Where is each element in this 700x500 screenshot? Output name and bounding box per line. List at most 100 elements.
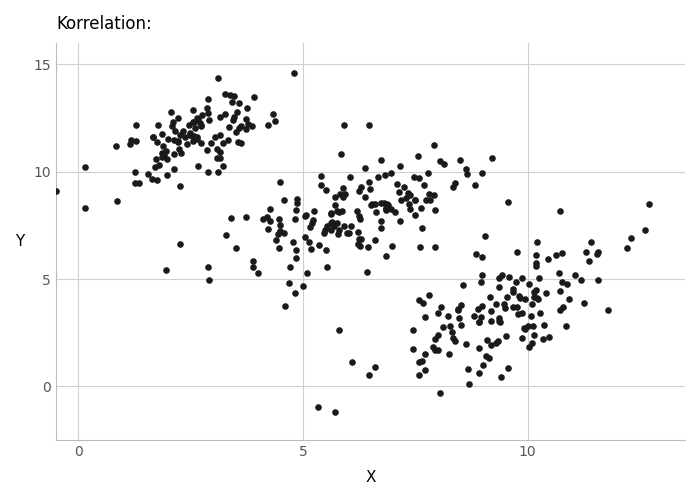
Point xyxy=(157,149,168,157)
Point xyxy=(503,274,514,281)
Point xyxy=(173,136,184,144)
Point xyxy=(416,204,427,212)
Point xyxy=(498,300,510,308)
Point xyxy=(419,350,430,358)
Point xyxy=(414,372,425,380)
Point xyxy=(523,280,534,288)
Point xyxy=(502,198,513,205)
Point xyxy=(398,182,409,190)
Point xyxy=(354,234,365,242)
Point xyxy=(217,139,228,147)
Point xyxy=(556,249,568,257)
Point xyxy=(360,164,371,172)
Point xyxy=(165,108,176,116)
Point xyxy=(395,162,406,170)
Point xyxy=(270,236,281,244)
Point xyxy=(481,336,492,344)
Point xyxy=(430,336,441,344)
Point xyxy=(508,303,519,311)
Point xyxy=(184,128,195,136)
Point xyxy=(369,363,380,371)
Point xyxy=(307,219,318,227)
Point xyxy=(592,276,603,284)
Point xyxy=(508,288,519,296)
Point xyxy=(452,305,463,313)
Point xyxy=(333,326,344,334)
Point xyxy=(326,210,337,218)
Point xyxy=(279,229,290,237)
Point xyxy=(369,200,380,208)
Point xyxy=(602,306,613,314)
Point xyxy=(195,138,206,146)
Point xyxy=(491,338,502,346)
Point xyxy=(583,257,594,265)
Point xyxy=(346,358,358,366)
Point xyxy=(168,118,179,126)
Point xyxy=(463,365,474,373)
Point xyxy=(416,357,427,365)
Point xyxy=(325,210,336,218)
Point xyxy=(321,222,332,230)
Point xyxy=(484,354,495,362)
Point xyxy=(335,150,346,158)
Point xyxy=(177,128,188,136)
Point xyxy=(215,112,226,120)
Point xyxy=(346,222,357,230)
Point xyxy=(433,330,444,338)
Point xyxy=(151,138,162,146)
Point xyxy=(125,136,136,144)
Point xyxy=(334,226,345,234)
Point xyxy=(201,104,212,112)
Point xyxy=(222,136,233,144)
Point xyxy=(247,262,258,270)
Point xyxy=(526,300,538,308)
Point xyxy=(146,175,158,183)
Point xyxy=(526,312,537,320)
Point xyxy=(502,364,513,372)
Point xyxy=(230,244,241,252)
Point xyxy=(274,227,286,235)
Point xyxy=(228,114,239,122)
Point xyxy=(512,248,523,256)
Point xyxy=(344,173,356,181)
Point xyxy=(400,194,412,202)
Point xyxy=(290,206,302,214)
Point xyxy=(214,154,225,162)
Point xyxy=(519,294,531,302)
Point xyxy=(413,174,424,182)
X-axis label: X: X xyxy=(365,470,376,485)
Point xyxy=(532,295,543,303)
Point xyxy=(526,340,538,347)
Point xyxy=(496,372,507,380)
Point xyxy=(321,186,332,194)
Point xyxy=(561,280,573,288)
Point xyxy=(428,142,439,150)
Point xyxy=(161,170,172,178)
Point xyxy=(209,133,220,141)
Point xyxy=(183,122,195,130)
Point xyxy=(531,238,542,246)
Point xyxy=(298,282,309,290)
Point xyxy=(162,135,173,143)
Point xyxy=(564,295,575,303)
Point xyxy=(233,124,244,132)
Point xyxy=(364,186,375,194)
Point xyxy=(290,215,301,223)
Point xyxy=(429,206,440,214)
Point xyxy=(194,120,205,128)
Point xyxy=(485,340,496,348)
Point xyxy=(480,232,491,240)
Point xyxy=(318,229,330,237)
Point xyxy=(162,154,173,162)
Point xyxy=(235,122,246,130)
Point xyxy=(241,104,253,112)
Point xyxy=(232,108,243,116)
Point xyxy=(220,110,231,118)
Point xyxy=(379,171,391,179)
Point xyxy=(376,224,387,232)
Point xyxy=(265,204,276,212)
Point xyxy=(172,114,183,122)
Point xyxy=(338,121,349,129)
Point xyxy=(569,270,580,278)
Point xyxy=(470,250,482,258)
